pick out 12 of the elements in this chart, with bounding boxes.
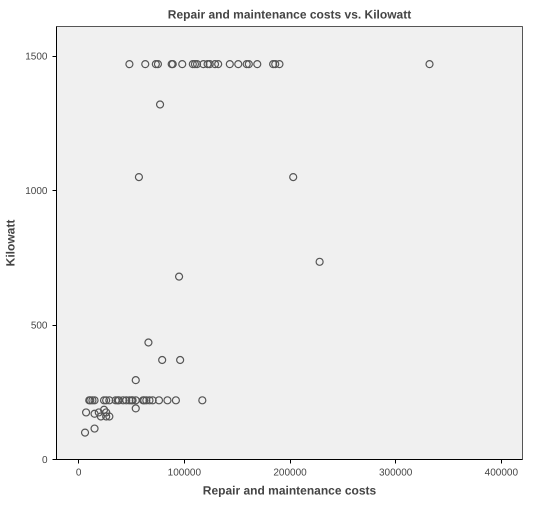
y-axis-title: Kilowatt [3, 220, 18, 266]
x-tick-label: 100000 [168, 468, 202, 478]
y-tick-label: 1000 [25, 186, 48, 198]
x-axis-title: Repair and maintenance costs [202, 484, 377, 498]
x-tick-label: 200000 [273, 468, 308, 478]
y-tick-label: 0 [42, 455, 48, 466]
x-tick-label: 0 [76, 468, 82, 478]
y-tick-label: 1500 [25, 52, 48, 63]
x-tick-label: 300000 [379, 468, 413, 478]
x-tick-label: 400000 [484, 468, 518, 478]
y-tick-label: 500 [30, 320, 48, 332]
chart-title: Repair and maintenance costs vs. Kilowatt [168, 8, 412, 22]
